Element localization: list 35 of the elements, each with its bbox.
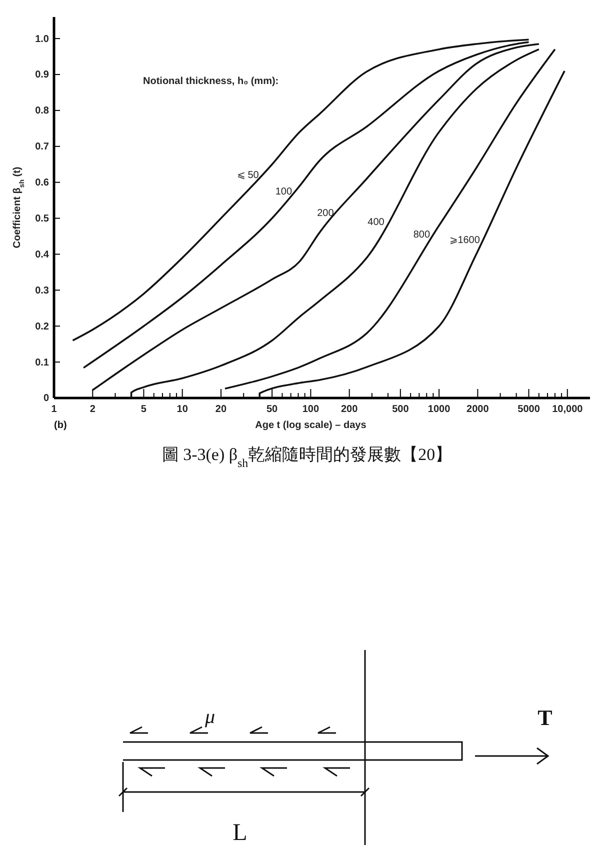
y-tick-label: 0 xyxy=(43,393,50,404)
y-tick-label: 0.1 xyxy=(35,357,50,368)
y-tick-label: 0.3 xyxy=(35,285,50,296)
x-tick-label: 200 xyxy=(340,404,358,415)
series-label: 800 xyxy=(413,229,430,240)
series-label: ⩽ 50 xyxy=(236,170,260,182)
y-tick-label: 0.9 xyxy=(35,70,50,81)
x-tick-label: 500 xyxy=(392,404,410,415)
caption: 圖 3-3(e) β$_{sh}$乾縮隨時間的發展數【20】 xyxy=(162,445,452,470)
x-tick-label: 1000 xyxy=(428,404,451,415)
x-tick-label: 20 xyxy=(215,404,227,415)
y-tick-label: 0.2 xyxy=(35,321,50,332)
y-tick-label: 0.6 xyxy=(35,178,50,189)
x-tick-label: 10 xyxy=(176,404,188,415)
x-tick-label: 2000 xyxy=(466,404,490,415)
x-tick-label: 50 xyxy=(266,404,278,415)
x-tick-label: 5000 xyxy=(518,404,540,415)
text: (b) xyxy=(54,420,67,431)
x-axis-title: Age t (log scale) – days xyxy=(255,420,367,431)
series-label: 200 xyxy=(317,208,334,219)
x-tick-label: 1 xyxy=(51,404,58,415)
y-tick-label: 0.5 xyxy=(35,213,50,224)
pullout-diagram: μ T L xyxy=(118,650,552,846)
legend-title: Notional thickness, h₀ (mm): xyxy=(143,76,279,87)
series-label: 100 xyxy=(275,186,292,198)
series-label: ⩾1600 xyxy=(450,234,480,246)
x-tick-label: 10,000 xyxy=(552,404,584,415)
y-tick-label: 0.4 xyxy=(35,249,50,260)
y-tick-label: 1.0 xyxy=(35,34,50,45)
y-tick-label: 0.8 xyxy=(35,106,50,117)
x-tick-label: 5 xyxy=(140,404,147,415)
y-tick-label: 0.7 xyxy=(35,142,50,153)
x-tick-label: 2 xyxy=(90,404,96,415)
x-tick-label: 100 xyxy=(302,404,320,415)
series-label: 400 xyxy=(368,216,385,228)
